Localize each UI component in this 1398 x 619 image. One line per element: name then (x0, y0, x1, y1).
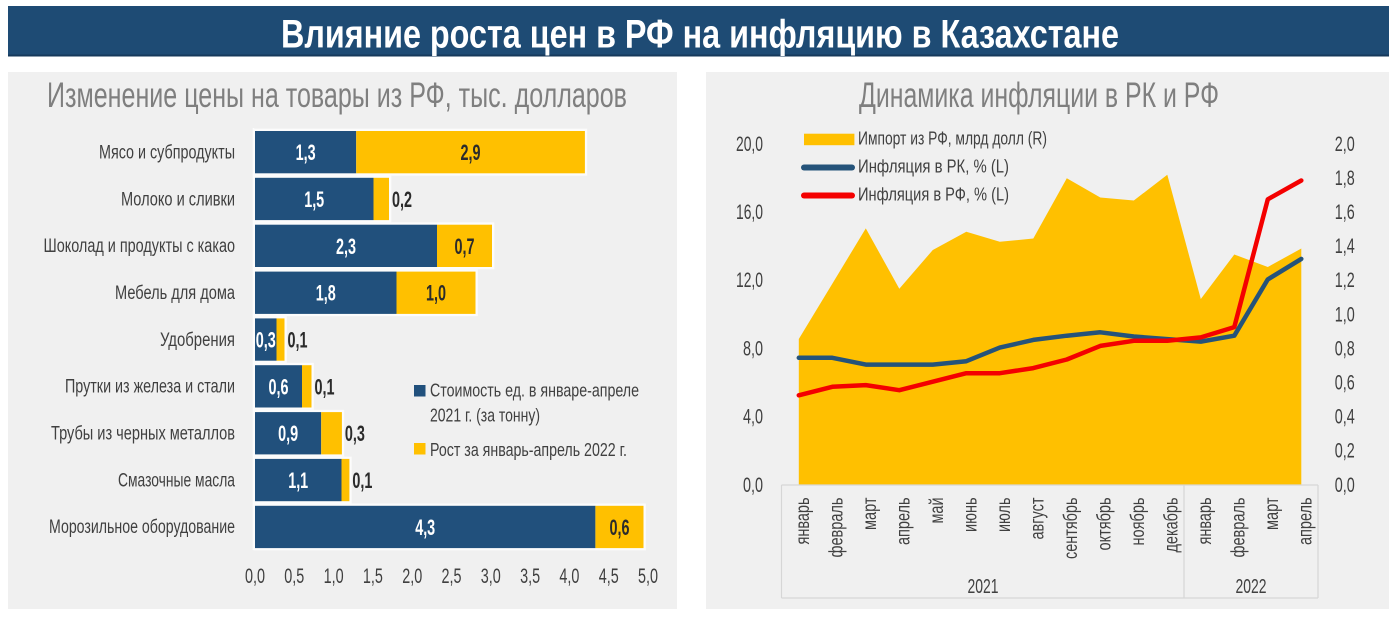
svg-text:июль: июль (994, 497, 1015, 532)
svg-text:март: март (1262, 497, 1283, 530)
svg-text:0,1: 0,1 (288, 328, 308, 353)
svg-text:декабрь: декабрь (1161, 497, 1182, 552)
svg-text:Молоко и сливки: Молоко и сливки (121, 189, 235, 210)
svg-text:август: август (1027, 497, 1048, 539)
svg-text:Мясо и субпродукты: Мясо и субпродукты (99, 143, 235, 164)
svg-text:1,2: 1,2 (1335, 268, 1355, 292)
svg-text:Импорт из РФ, млрд долл (R): Импорт из РФ, млрд долл (R) (858, 129, 1047, 149)
svg-text:Изменение цены на товары из РФ: Изменение цены на товары из РФ, тыс. дол… (47, 76, 627, 115)
svg-text:Инфляция в РФ, % (L): Инфляция в РФ, % (L) (858, 185, 1009, 205)
svg-text:2021: 2021 (968, 576, 999, 598)
svg-text:0,6: 0,6 (269, 374, 289, 399)
svg-text:январь: январь (1195, 497, 1216, 544)
svg-text:0,1: 0,1 (352, 468, 372, 493)
svg-text:Удобрения: Удобрения (160, 330, 235, 351)
svg-text:0,5: 0,5 (284, 564, 304, 588)
svg-text:12,0: 12,0 (736, 268, 763, 292)
svg-text:2021 г. (за тонну): 2021 г. (за тонну) (430, 406, 540, 426)
svg-text:0,6: 0,6 (1335, 371, 1355, 395)
svg-text:1,8: 1,8 (316, 281, 336, 306)
svg-text:4,0: 4,0 (743, 405, 763, 429)
svg-text:0,0: 0,0 (245, 564, 265, 588)
svg-text:0,3: 0,3 (345, 421, 365, 446)
svg-text:1,8: 1,8 (1335, 166, 1355, 190)
svg-text:0,2: 0,2 (392, 187, 412, 212)
svg-text:июнь: июнь (960, 497, 981, 532)
svg-text:1,1: 1,1 (288, 468, 308, 493)
svg-text:0,0: 0,0 (743, 473, 763, 497)
svg-text:5,0: 5,0 (638, 564, 658, 588)
svg-text:20,0: 20,0 (736, 132, 763, 156)
svg-text:1,5: 1,5 (363, 564, 383, 588)
svg-text:0,9: 0,9 (278, 421, 298, 446)
svg-text:Влияние роста цен в РФ на инфл: Влияние роста цен в РФ на инфляцию в Каз… (281, 13, 1119, 57)
svg-text:Мебель для дома: Мебель для дома (115, 283, 235, 304)
svg-text:4,0: 4,0 (559, 564, 579, 588)
svg-text:1,0: 1,0 (1335, 302, 1355, 326)
svg-text:0,3: 0,3 (256, 328, 276, 353)
svg-text:4,5: 4,5 (599, 564, 619, 588)
svg-text:8,0: 8,0 (743, 336, 763, 360)
svg-text:1,5: 1,5 (304, 187, 324, 212)
svg-text:0,6: 0,6 (610, 515, 630, 540)
svg-text:Рост за январь-апрель 2022 г.: Рост за январь-апрель 2022 г. (430, 440, 627, 460)
svg-text:4,3: 4,3 (415, 515, 435, 540)
svg-text:март: март (860, 497, 881, 530)
svg-text:апрель: апрель (893, 497, 914, 545)
svg-text:1,6: 1,6 (1335, 200, 1355, 224)
svg-text:январь: январь (793, 497, 814, 544)
svg-text:0,7: 0,7 (455, 234, 475, 259)
svg-text:1,3: 1,3 (296, 140, 316, 165)
svg-text:Шоколад и продукты с какао: Шоколад и продукты с какао (44, 236, 236, 257)
svg-text:0,4: 0,4 (1335, 405, 1355, 429)
svg-text:1,4: 1,4 (1335, 234, 1355, 258)
svg-text:Морозильное оборудование: Морозильное оборудование (49, 517, 235, 538)
svg-text:16,0: 16,0 (736, 200, 763, 224)
svg-text:Смазочные масла: Смазочные масла (118, 470, 235, 491)
svg-text:Стоимость ед. в январе-апреле: Стоимость ед. в январе-апреле (430, 381, 639, 401)
svg-text:Трубы из черных металлов: Трубы из черных металлов (51, 424, 235, 445)
svg-text:3,0: 3,0 (481, 564, 501, 588)
svg-text:1,0: 1,0 (324, 564, 344, 588)
svg-text:Инфляция в РК, % (L): Инфляция в РК, % (L) (858, 157, 1009, 177)
svg-text:2,0: 2,0 (1335, 132, 1355, 156)
svg-text:февраль: февраль (826, 497, 847, 557)
svg-text:0,1: 0,1 (315, 374, 335, 399)
svg-text:0,8: 0,8 (1335, 336, 1355, 360)
svg-text:1,0: 1,0 (426, 281, 446, 306)
svg-text:ноябрь: ноябрь (1128, 497, 1149, 545)
svg-text:февраль: февраль (1228, 497, 1249, 557)
svg-text:2,9: 2,9 (461, 140, 481, 165)
svg-text:Прутки из железа и стали: Прутки из железа и стали (65, 377, 235, 398)
svg-text:2,0: 2,0 (402, 564, 422, 588)
svg-text:октябрь: октябрь (1094, 497, 1115, 550)
svg-text:2022: 2022 (1236, 576, 1267, 598)
svg-text:2,3: 2,3 (336, 234, 356, 259)
svg-text:май: май (927, 498, 948, 524)
svg-text:сентябрь: сентябрь (1061, 497, 1082, 559)
svg-text:апрель: апрель (1295, 497, 1316, 545)
svg-text:3,5: 3,5 (520, 564, 540, 588)
svg-text:2,5: 2,5 (442, 564, 462, 588)
svg-text:0,2: 0,2 (1335, 439, 1355, 463)
svg-text:Динамика инфляции в РК и РФ: Динамика инфляции в РК и РФ (859, 76, 1219, 115)
svg-text:0,0: 0,0 (1335, 473, 1355, 497)
